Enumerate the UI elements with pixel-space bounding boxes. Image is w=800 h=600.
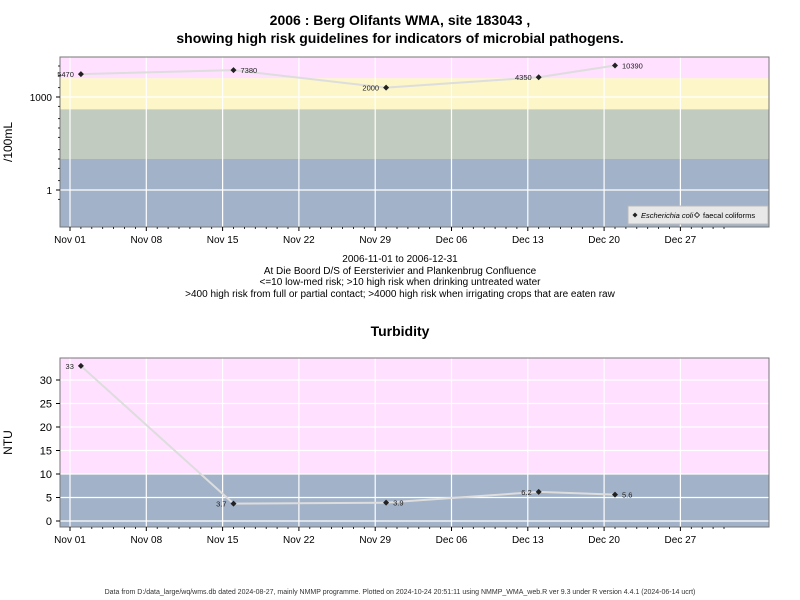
- y-axis-label: /100mL: [1, 122, 15, 162]
- risk-band: [60, 109, 769, 159]
- data-point: [535, 74, 542, 81]
- caption-date-range: 2006-11-01 to 2006-12-31: [342, 254, 458, 265]
- risk-band: [60, 57, 769, 79]
- y-tick-label: 1: [46, 186, 52, 197]
- data-point: [230, 500, 237, 507]
- plot-frame: [59, 56, 770, 228]
- plot-frame: [59, 357, 770, 528]
- data-point: [612, 62, 618, 69]
- data-point: [77, 362, 84, 369]
- x-tick-label: Dec 13: [512, 535, 544, 546]
- chart-title-line-2: showing high risk guidelines for indicat…: [176, 30, 624, 46]
- data-label: 3.7: [216, 500, 226, 509]
- data-point: [383, 499, 390, 506]
- legend-entry: Escherichia coli: [641, 211, 693, 220]
- x-tick-label: Dec 13: [512, 235, 544, 246]
- x-tick-label: Nov 15: [207, 235, 239, 246]
- data-point: [383, 84, 390, 91]
- x-tick-label: Dec 20: [588, 235, 620, 246]
- turbidity-chart: Nov 01 Nov 08 Nov 15 Nov 22 Nov 29 Dec 06 Dec …: [1, 357, 770, 546]
- x-tick-label: Nov 22: [283, 535, 315, 546]
- x-tick-label: Nov 01: [54, 235, 86, 246]
- caption-guideline-drinking: <=10 low-med risk; >10 high risk when dr…: [259, 277, 541, 288]
- y-axis-label: NTU: [1, 430, 15, 455]
- y-tick-label: 1000: [30, 93, 53, 104]
- data-point: [535, 488, 542, 495]
- footer-note: Data from D:/data_large/wq/wms.db dated …: [104, 589, 696, 596]
- ecoli-chart: Nov 01 Nov 08 Nov 15 Nov 22 Nov 29 Dec 06 Dec …: [1, 56, 770, 246]
- x-tick-label: Dec 27: [665, 535, 697, 546]
- y-tick-label: 30: [40, 375, 52, 387]
- y-tick-label: 25: [40, 399, 52, 411]
- data-label: 10390: [622, 61, 643, 70]
- y-tick-label: 5: [46, 493, 52, 505]
- x-tick-label: Dec 27: [665, 235, 697, 246]
- x-tick-label: Nov 08: [130, 235, 162, 246]
- y-tick-label: 15: [40, 446, 52, 458]
- data-label: 4350: [515, 73, 532, 82]
- y-tick-label: 10: [40, 469, 52, 481]
- data-label: 6.2: [521, 488, 531, 497]
- data-label: 3.9: [393, 499, 403, 508]
- x-tick-label: Nov 29: [359, 535, 391, 546]
- caption-guideline-contact: >400 high risk from full or partial cont…: [185, 288, 615, 300]
- chart-caption: 2006-11-01 to 2006-12-31 At Die Boord D/…: [0, 254, 800, 300]
- chart-title-line-1: 2006 : Berg Olifants WMA, site 183043 ,: [269, 12, 531, 28]
- legend-marker: [632, 212, 638, 218]
- data-point: [77, 71, 84, 78]
- x-tick-label: Nov 29: [359, 235, 391, 246]
- data-point: [612, 491, 618, 498]
- y-tick-label: 0: [46, 516, 52, 528]
- x-tick-label: Dec 20: [588, 535, 620, 546]
- y-tick-label: 20: [40, 422, 52, 434]
- turbidity-title: Turbidity: [370, 323, 430, 339]
- legend-marker: [693, 211, 701, 219]
- x-tick-label: Nov 15: [207, 535, 239, 546]
- x-tick-label: Nov 08: [130, 535, 162, 546]
- legend-box: [627, 205, 769, 225]
- legend-entry: faecal coliforms: [703, 211, 755, 220]
- data-label: 33: [66, 362, 74, 371]
- data-label: 7380: [241, 66, 258, 75]
- data-label: 2000: [362, 84, 379, 93]
- data-label: 5470: [57, 70, 74, 79]
- data-point: [230, 67, 237, 74]
- x-tick-label: Nov 01: [54, 535, 86, 546]
- risk-band: [60, 358, 769, 474]
- risk-band: [60, 78, 769, 110]
- x-tick-label: Dec 06: [436, 535, 468, 546]
- data-label: 5.6: [622, 491, 632, 500]
- x-tick-label: Nov 22: [283, 235, 315, 246]
- x-tick-label: Dec 06: [436, 235, 468, 246]
- caption-site: At Die Boord D/S of Eersterivier and Pla…: [263, 265, 537, 277]
